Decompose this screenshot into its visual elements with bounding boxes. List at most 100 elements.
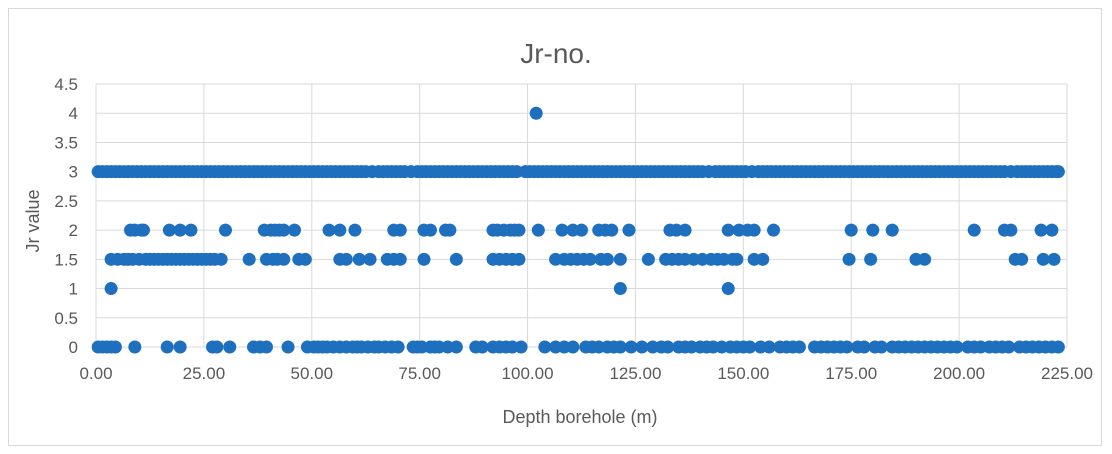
y-tick-label: 0.5	[54, 309, 78, 328]
x-tick-label: 125.00	[609, 364, 661, 383]
data-point	[792, 340, 806, 354]
chart-frame: Jr-no. 0 0.5 1 1.5 2 2.5 3 3.5 4 4.5 0.00 25.00 50.…	[8, 8, 1102, 446]
data-point	[298, 252, 312, 266]
x-tick-label: 100.00	[502, 364, 554, 383]
data-point	[661, 340, 675, 354]
data-point	[874, 340, 888, 354]
grid	[95, 83, 1068, 348]
data-point	[583, 252, 597, 266]
data-point	[288, 223, 302, 237]
y-tick-label: 3	[69, 163, 78, 182]
data-point	[721, 223, 735, 237]
data-point	[555, 223, 569, 237]
data-point	[1036, 252, 1050, 266]
y-tick-label: 1.5	[54, 250, 78, 269]
x-tick-label: 50.00	[291, 364, 334, 383]
data-point	[160, 340, 174, 354]
y-tick-label: 0	[69, 338, 78, 357]
data-point	[756, 252, 770, 266]
x-axis-title: Depth borehole (m)	[502, 407, 657, 427]
x-tick-label: 200.00	[933, 364, 985, 383]
data-point	[950, 340, 964, 354]
data-point	[210, 340, 224, 354]
x-axis-ticks: 0.00 25.00 50.00 75.00 100.00 125.00 150.00 175…	[79, 364, 1093, 383]
data-point	[449, 340, 463, 354]
y-tick-label: 1	[69, 280, 78, 299]
x-tick-label: 225.00	[1041, 364, 1093, 383]
data-point	[173, 340, 187, 354]
data-point	[721, 282, 735, 296]
data-point	[762, 340, 776, 354]
data-point	[743, 340, 757, 354]
data-point	[108, 340, 122, 354]
data-point	[575, 223, 588, 237]
data-point	[475, 340, 489, 354]
data-point	[242, 252, 256, 266]
data-point	[277, 252, 291, 266]
data-point	[277, 223, 291, 237]
y-tick-label: 3.5	[54, 133, 78, 152]
data-point	[1051, 165, 1065, 179]
data-point	[635, 340, 649, 354]
data-point	[322, 223, 336, 237]
data-point	[393, 252, 407, 266]
data-point	[512, 223, 526, 237]
data-point	[423, 223, 437, 237]
x-tick-label: 175.00	[825, 364, 877, 383]
data-point	[605, 223, 619, 237]
data-point	[348, 223, 362, 237]
data-point	[678, 223, 692, 237]
data-point	[1047, 252, 1061, 266]
data-point	[531, 223, 545, 237]
data-point	[1045, 223, 1059, 237]
data-point	[767, 223, 781, 237]
x-tick-label: 150.00	[717, 364, 769, 383]
data-point	[624, 340, 638, 354]
data-point	[747, 223, 761, 237]
data-point	[866, 223, 880, 237]
data-point	[104, 282, 118, 296]
x-tick-label: 0.00	[79, 364, 112, 383]
data-point	[218, 223, 232, 237]
data-point	[339, 252, 353, 266]
data-point	[393, 223, 407, 237]
data-point	[223, 340, 237, 354]
chart-title: Jr-no.	[520, 38, 592, 69]
data-point	[600, 252, 614, 266]
data-point	[512, 252, 526, 266]
data-point	[844, 223, 858, 237]
y-axis-ticks: 0 0.5 1 1.5 2 2.5 3 3.5 4 4.5	[54, 75, 78, 357]
data-point	[857, 340, 871, 354]
data-point	[214, 252, 228, 266]
data-point	[281, 340, 295, 354]
data-point	[443, 223, 457, 237]
data-point	[864, 252, 878, 266]
y-tick-label: 4.5	[54, 75, 78, 94]
y-axis-title: Jr value	[23, 189, 43, 252]
data-point	[842, 252, 856, 266]
y-tick-label: 2	[69, 221, 78, 240]
data-point	[514, 340, 528, 354]
data-point	[1034, 223, 1048, 237]
y-tick-label: 4	[69, 104, 78, 123]
data-point	[173, 223, 187, 237]
data-point	[622, 223, 636, 237]
data-point	[417, 252, 431, 266]
data-point	[1002, 340, 1016, 354]
data-point	[259, 340, 273, 354]
data-point	[566, 340, 580, 354]
data-point	[184, 223, 198, 237]
scatter-chart: Jr-no. 0 0.5 1 1.5 2 2.5 3 3.5 4 4.5 0.00 25.00 50.…	[23, 38, 1093, 427]
data-point	[613, 282, 627, 296]
x-tick-label: 75.00	[398, 364, 441, 383]
data-point	[391, 340, 405, 354]
data-point	[352, 252, 366, 266]
data-point	[840, 340, 854, 354]
data-point	[885, 223, 899, 237]
x-tick-label: 25.00	[183, 364, 226, 383]
data-points	[91, 106, 1065, 354]
data-point	[136, 223, 150, 237]
data-point	[538, 340, 552, 354]
data-point	[613, 340, 627, 354]
data-point	[1015, 252, 1029, 266]
